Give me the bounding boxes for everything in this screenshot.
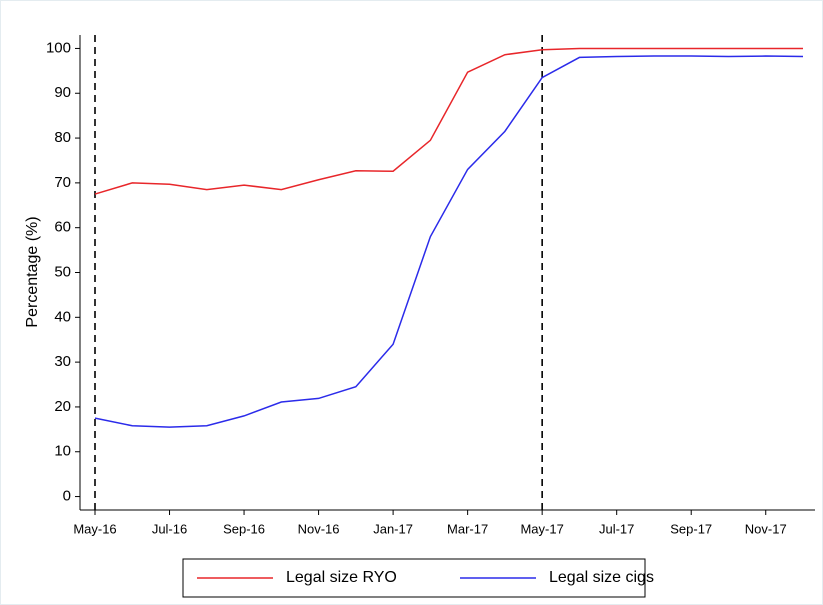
y-tick-label: 90: [54, 84, 71, 101]
y-tick-label: 30: [54, 353, 71, 370]
x-tick-label: Mar-17: [447, 521, 488, 536]
y-tick-label: 80: [54, 129, 71, 146]
x-tick-label: Jul-17: [599, 521, 634, 536]
x-tick-label: May-17: [520, 521, 563, 536]
x-tick-label: Jan-17: [373, 521, 413, 536]
y-tick-label: 60: [54, 219, 71, 236]
x-tick-label: May-16: [73, 521, 116, 536]
x-tick-label: Nov-16: [298, 521, 340, 536]
y-tick-label: 20: [54, 398, 71, 415]
y-tick-label: 40: [54, 308, 71, 325]
y-tick-label: 50: [54, 263, 71, 280]
x-tick-label: Sep-17: [670, 521, 712, 536]
x-tick-label: Sep-16: [223, 521, 265, 536]
line-series: [94, 55, 804, 428]
y-tick-label: 10: [54, 443, 71, 460]
y-axis-label: Percentage (%): [24, 216, 41, 327]
y-tick-label: 100: [46, 39, 71, 56]
y-tick-label: 0: [63, 488, 71, 505]
legend-label: Legal size RYO: [286, 569, 397, 586]
y-tick-label: 70: [54, 174, 71, 191]
x-tick-label: Jul-16: [152, 521, 187, 536]
x-tick-label: Nov-17: [745, 521, 787, 536]
legend-label: Legal size cigs: [549, 569, 654, 586]
line-series: [94, 47, 803, 195]
